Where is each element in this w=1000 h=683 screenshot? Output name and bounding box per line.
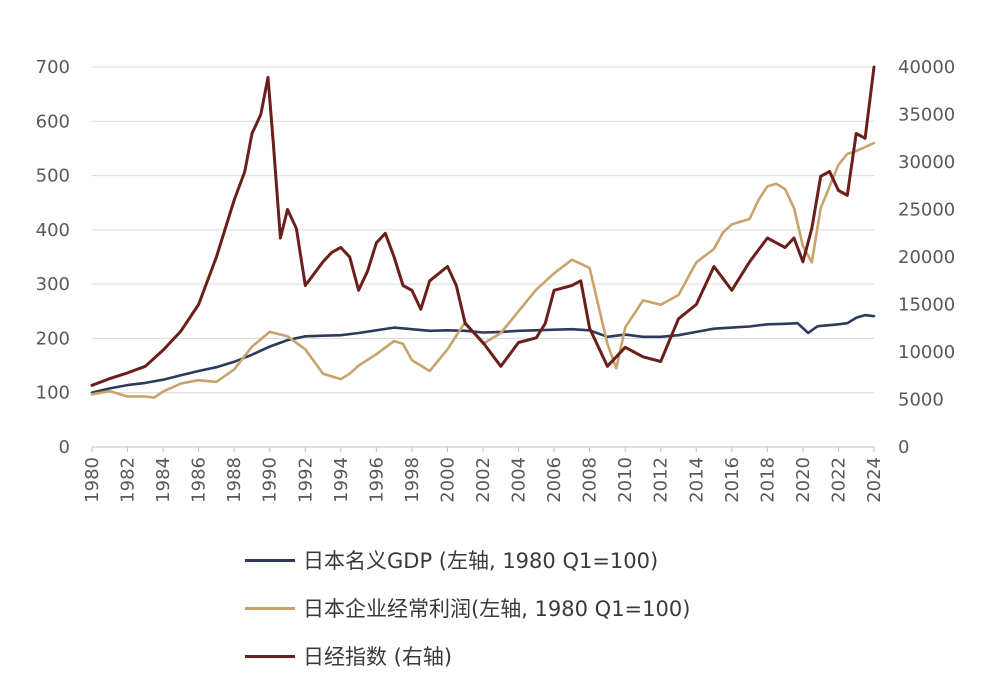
x-tick-label: 1984 xyxy=(153,457,174,503)
x-tick-label: 2006 xyxy=(544,457,565,503)
x-tick-label: 1996 xyxy=(366,457,387,503)
y-left-tick-label: 300 xyxy=(36,274,70,295)
x-axis: 1980 1982 1984 1986 1988 1990 1992 1994 1996 1998… xyxy=(82,447,885,503)
x-tick-label: 2012 xyxy=(651,457,672,503)
x-tick-label: 1982 xyxy=(118,457,139,503)
y-left-tick-label: 200 xyxy=(36,328,70,349)
y-right-tick-label: 0 xyxy=(898,437,909,458)
y-right-tick-label: 10000 xyxy=(898,342,955,363)
legend-item-gdp: 日本名义GDP (左轴, 1980 Q1=100) xyxy=(245,536,690,584)
legend-swatch-profit xyxy=(245,606,295,610)
x-tick-label: 1980 xyxy=(82,457,103,503)
legend: 日本名义GDP (左轴, 1980 Q1=100) 日本企业经常利润(左轴, 1… xyxy=(245,536,690,680)
x-tick-label: 1994 xyxy=(331,457,352,503)
x-tick-label: 2004 xyxy=(509,457,530,503)
y-left-tick-label: 100 xyxy=(36,383,70,404)
x-tick-label: 2000 xyxy=(437,457,458,503)
legend-swatch-nikkei xyxy=(245,654,295,658)
x-tick-label: 1990 xyxy=(260,457,281,503)
y-right-tick-label: 5000 xyxy=(898,390,944,411)
x-tick-label: 1998 xyxy=(402,457,423,503)
legend-item-profit: 日本企业经常利润(左轴, 1980 Q1=100) xyxy=(245,584,690,632)
x-tick-label: 2018 xyxy=(757,457,778,503)
x-tick-label: 1988 xyxy=(224,457,245,503)
y-left-tick-label: 700 xyxy=(36,57,70,78)
x-tick-label: 1986 xyxy=(189,457,210,503)
x-tick-label: 2002 xyxy=(473,457,494,503)
y-right-tick-label: 35000 xyxy=(898,105,955,126)
x-tick-label: 2008 xyxy=(580,457,601,503)
y-left-tick-label: 400 xyxy=(36,220,70,241)
y-right-tick-label: 20000 xyxy=(898,247,955,268)
x-tick-label: 2016 xyxy=(722,457,743,503)
legend-label-gdp: 日本名义GDP (左轴, 1980 Q1=100) xyxy=(303,549,659,573)
x-tick-label: 2014 xyxy=(686,457,707,503)
legend-item-nikkei: 日经指数 (右轴) xyxy=(245,632,690,680)
series-line-1 xyxy=(90,141,876,399)
y-right-tick-label: 25000 xyxy=(898,200,955,221)
x-tick-label: 2020 xyxy=(793,457,814,503)
y-right-tick-label: 40000 xyxy=(898,57,955,78)
y-left-tick-label: 500 xyxy=(36,166,70,187)
series-layer xyxy=(90,65,876,399)
y-left-tick-label: 0 xyxy=(59,437,70,458)
x-tick-label: 1992 xyxy=(295,457,316,503)
y-left-axis: 0 100 200 300 400 500 600 700 xyxy=(36,57,70,458)
x-tick-label: 2022 xyxy=(828,457,849,503)
y-right-tick-label: 30000 xyxy=(898,152,955,173)
y-right-tick-label: 15000 xyxy=(898,295,955,316)
series-line-2 xyxy=(90,65,876,387)
gridlines xyxy=(92,66,874,448)
legend-label-profit: 日本企业经常利润(左轴, 1980 Q1=100) xyxy=(303,597,691,621)
legend-swatch-gdp xyxy=(245,558,295,562)
legend-label-nikkei: 日经指数 (右轴) xyxy=(303,645,453,669)
x-tick-label: 2010 xyxy=(615,457,636,503)
x-tick-label: 2024 xyxy=(864,457,885,503)
y-right-axis: 0 5000 10000 15000 20000 25000 30000 35000 40000 xyxy=(898,57,955,458)
y-left-tick-label: 600 xyxy=(36,111,70,132)
series-line-0 xyxy=(90,313,876,394)
